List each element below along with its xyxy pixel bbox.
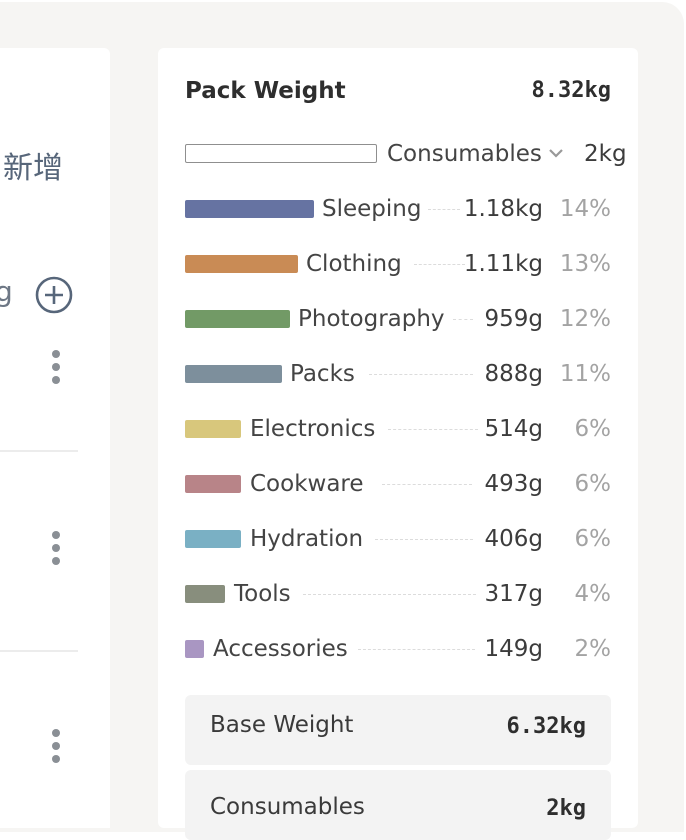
more-vertical-icon[interactable] [50,729,62,763]
leader-dots [369,374,473,375]
category-row[interactable]: Packs 888g 11% [185,357,611,391]
chevron-down-icon[interactable] [547,146,565,160]
consumables-total-value: 2kg [546,796,586,821]
category-bar [185,530,241,548]
category-name: Cookware [250,471,364,497]
category-name: Accessories [213,636,348,662]
category-weight: 149g [484,636,544,662]
category-name: Photography [298,306,445,332]
category-bar [185,640,204,658]
pack-weight-title: Pack Weight [185,78,346,104]
divider [0,450,78,452]
category-weight: 888g [484,361,544,387]
add-new-label[interactable]: 新增 [3,151,63,186]
more-vertical-icon[interactable] [50,531,62,565]
category-row[interactable]: Hydration 406g 6% [185,522,611,556]
plus-circle-icon[interactable] [35,276,73,314]
category-weight: 1.11kg [463,251,543,277]
category-bar [185,420,241,438]
base-weight-box: Base Weight 6.32kg [185,695,611,765]
leader-dots [375,539,473,540]
category-name: Clothing [306,251,402,277]
leader-dots [414,264,465,265]
category-row[interactable]: Cookware 493g 6% [185,467,611,501]
category-percent: 11% [559,361,611,387]
category-percent: 6% [574,471,612,497]
more-vertical-icon[interactable] [50,350,62,384]
base-weight-value: 6.32kg [506,714,586,739]
category-row[interactable]: Accessories 149g 2% [185,632,611,666]
category-weight: 959g [484,306,544,332]
divider [0,650,78,652]
category-bar [185,255,298,273]
category-row[interactable]: Electronics 514g 6% [185,412,611,446]
category-weight: 317g [484,581,544,607]
leader-dots [303,594,476,595]
category-percent: 2% [574,636,612,662]
category-bar [185,585,225,603]
category-row[interactable]: Clothing 1.11kg 13% [185,247,611,281]
consumables-bar [185,144,377,163]
category-name: Sleeping [322,196,422,222]
leader-dots [382,484,472,485]
category-name: Packs [290,361,355,387]
consumables-total-label: Consumables [210,794,365,820]
gear-list-panel: 新增 g [0,48,110,828]
leader-dots [358,649,475,650]
category-percent: 6% [574,416,612,442]
category-name: Tools [234,581,291,607]
category-percent: 6% [574,526,612,552]
category-weight: 493g [484,471,544,497]
leader-dots [453,319,473,320]
category-row[interactable]: Tools 317g 4% [185,577,611,611]
consumables-label[interactable]: Consumables [387,141,542,167]
consumables-total-box: Consumables 2kg [185,770,611,840]
category-percent: 14% [559,196,611,222]
base-weight-label: Base Weight [210,712,354,738]
category-row[interactable]: Photography 959g 12% [185,302,611,336]
category-percent: 4% [574,581,612,607]
leader-dots [388,429,478,430]
category-bar [185,475,241,493]
consumables-row[interactable]: Consumables 2kg [185,137,631,171]
category-percent: 13% [559,251,611,277]
pack-weight-summary: Pack Weight 8.32kg Consumables 2kg Sleep… [158,48,638,840]
category-name: Electronics [250,416,376,442]
category-bar [185,310,290,328]
category-name: Hydration [250,526,364,552]
category-row[interactable]: Sleeping 1.18kg 14% [185,192,611,226]
category-weight: 514g [484,416,544,442]
leader-dots [428,209,460,210]
category-weight: 1.18kg [463,196,543,222]
consumables-weight: 2kg [584,141,627,167]
pack-weight-total: 8.32kg [531,78,611,103]
category-bar [185,200,314,218]
category-percent: 12% [559,306,611,332]
category-bar [185,365,282,383]
category-weight: 406g [484,526,544,552]
partial-weight-unit: g [0,275,13,308]
